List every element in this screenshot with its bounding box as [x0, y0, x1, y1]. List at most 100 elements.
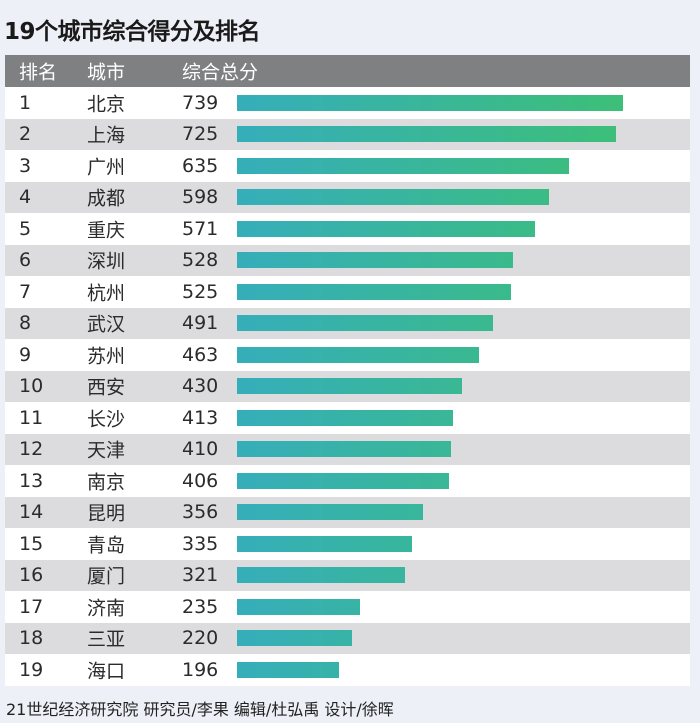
- rank-label: 16: [19, 564, 44, 587]
- score-label: 220: [182, 627, 219, 650]
- rank-label: 13: [19, 469, 44, 492]
- table-row: 1 北京 739: [5, 87, 690, 119]
- table-row: 8 武汉 491: [5, 307, 690, 339]
- score-bar: [237, 283, 512, 300]
- header-rank: 排名: [19, 61, 58, 84]
- credits: 21世纪经济研究院 研究员/李果 编辑/杜弘禹 设计/徐晖: [6, 700, 394, 719]
- city-label: 重庆: [87, 219, 126, 242]
- header-city: 城市: [87, 61, 126, 84]
- score-label: 525: [182, 280, 219, 303]
- city-label: 深圳: [87, 250, 126, 273]
- city-label: 北京: [87, 93, 126, 116]
- rank-label: 9: [19, 343, 32, 366]
- header-score: 综合总分: [182, 61, 259, 84]
- score-label: 335: [182, 532, 219, 555]
- score-bar: [237, 94, 623, 111]
- city-label: 南京: [87, 471, 126, 494]
- score-bar: [237, 567, 405, 584]
- rank-label: 17: [19, 595, 44, 618]
- rank-label: 7: [19, 280, 32, 303]
- table-row: 3 广州 635: [5, 150, 690, 182]
- city-label: 苏州: [87, 345, 126, 368]
- score-bar: [237, 441, 452, 458]
- rank-label: 6: [19, 249, 32, 272]
- score-label: 491: [182, 312, 219, 335]
- table-row: 6 深圳 528: [5, 244, 690, 276]
- rank-label: 10: [19, 375, 44, 398]
- rank-label: 19: [19, 658, 44, 681]
- score-bar: [237, 346, 479, 363]
- score-label: 463: [182, 343, 219, 366]
- city-label: 三亚: [87, 628, 126, 651]
- score-bar: [237, 252, 513, 269]
- rank-label: 4: [19, 186, 32, 209]
- score-bar: [237, 315, 494, 332]
- score-label: 321: [182, 564, 219, 587]
- score-bar: [237, 472, 450, 489]
- score-bar: [237, 535, 412, 552]
- score-label: 406: [182, 469, 219, 492]
- rank-label: 11: [19, 406, 44, 429]
- table-row: 5 重庆 571: [5, 213, 690, 245]
- score-label: 430: [182, 375, 219, 398]
- city-label: 厦门: [87, 565, 126, 588]
- score-bar: [237, 126, 616, 143]
- score-bar: [237, 630, 352, 647]
- table-row: 18 三亚 220: [5, 622, 690, 654]
- city-label: 长沙: [87, 408, 126, 431]
- score-bar: [237, 220, 536, 237]
- score-bar: [237, 409, 453, 426]
- rank-label: 8: [19, 312, 32, 335]
- score-label: 410: [182, 438, 219, 461]
- table-row: 15 青岛 335: [5, 528, 690, 560]
- city-label: 青岛: [87, 534, 126, 557]
- rank-label: 1: [19, 91, 32, 114]
- table-row: 9 苏州 463: [5, 339, 690, 371]
- score-label: 598: [182, 186, 219, 209]
- rank-label: 12: [19, 438, 44, 461]
- city-label: 海口: [87, 660, 126, 683]
- score-label: 739: [182, 91, 219, 114]
- table-row: 4 成都 598: [5, 181, 690, 213]
- city-label: 昆明: [87, 502, 126, 525]
- city-label: 广州: [87, 156, 126, 179]
- table-row: 19 海口 196: [5, 654, 690, 686]
- city-label: 济南: [87, 597, 126, 620]
- score-label: 635: [182, 154, 219, 177]
- rank-label: 2: [19, 123, 32, 146]
- rank-label: 3: [19, 154, 32, 177]
- table-row: 17 济南 235: [5, 591, 690, 623]
- table-row: 10 西安 430: [5, 370, 690, 402]
- score-bar: [237, 378, 462, 395]
- city-label: 上海: [87, 124, 126, 147]
- ranking-table: 排名 城市 综合总分 1 北京 739 2 上海 725 3 广州 635 4 成都 598 5 重庆 57…: [5, 55, 690, 686]
- table-header: 排名 城市 综合总分: [5, 55, 690, 87]
- table-row: 14 昆明 356: [5, 496, 690, 528]
- table-row: 13 南京 406: [5, 465, 690, 497]
- rank-label: 5: [19, 217, 32, 240]
- table-row: 12 天津 410: [5, 433, 690, 465]
- score-label: 528: [182, 249, 219, 272]
- score-label: 725: [182, 123, 219, 146]
- table-row: 16 厦门 321: [5, 559, 690, 591]
- city-label: 杭州: [87, 282, 126, 305]
- rank-label: 14: [19, 501, 44, 524]
- score-bar: [237, 157, 569, 174]
- city-label: 天津: [87, 439, 126, 462]
- score-label: 413: [182, 406, 219, 429]
- table-row: 7 杭州 525: [5, 276, 690, 308]
- table-row: 11 长沙 413: [5, 402, 690, 434]
- table-row: 2 上海 725: [5, 118, 690, 150]
- city-label: 成都: [87, 187, 126, 210]
- rank-label: 15: [19, 532, 44, 555]
- chart-title: 19个城市综合得分及排名: [4, 19, 261, 45]
- score-label: 571: [182, 217, 219, 240]
- score-label: 235: [182, 595, 219, 618]
- score-bar: [237, 504, 423, 521]
- city-label: 武汉: [87, 313, 126, 336]
- score-bar: [237, 661, 340, 678]
- score-label: 356: [182, 501, 219, 524]
- score-label: 196: [182, 658, 219, 681]
- score-bar: [237, 598, 360, 615]
- score-bar: [237, 189, 550, 206]
